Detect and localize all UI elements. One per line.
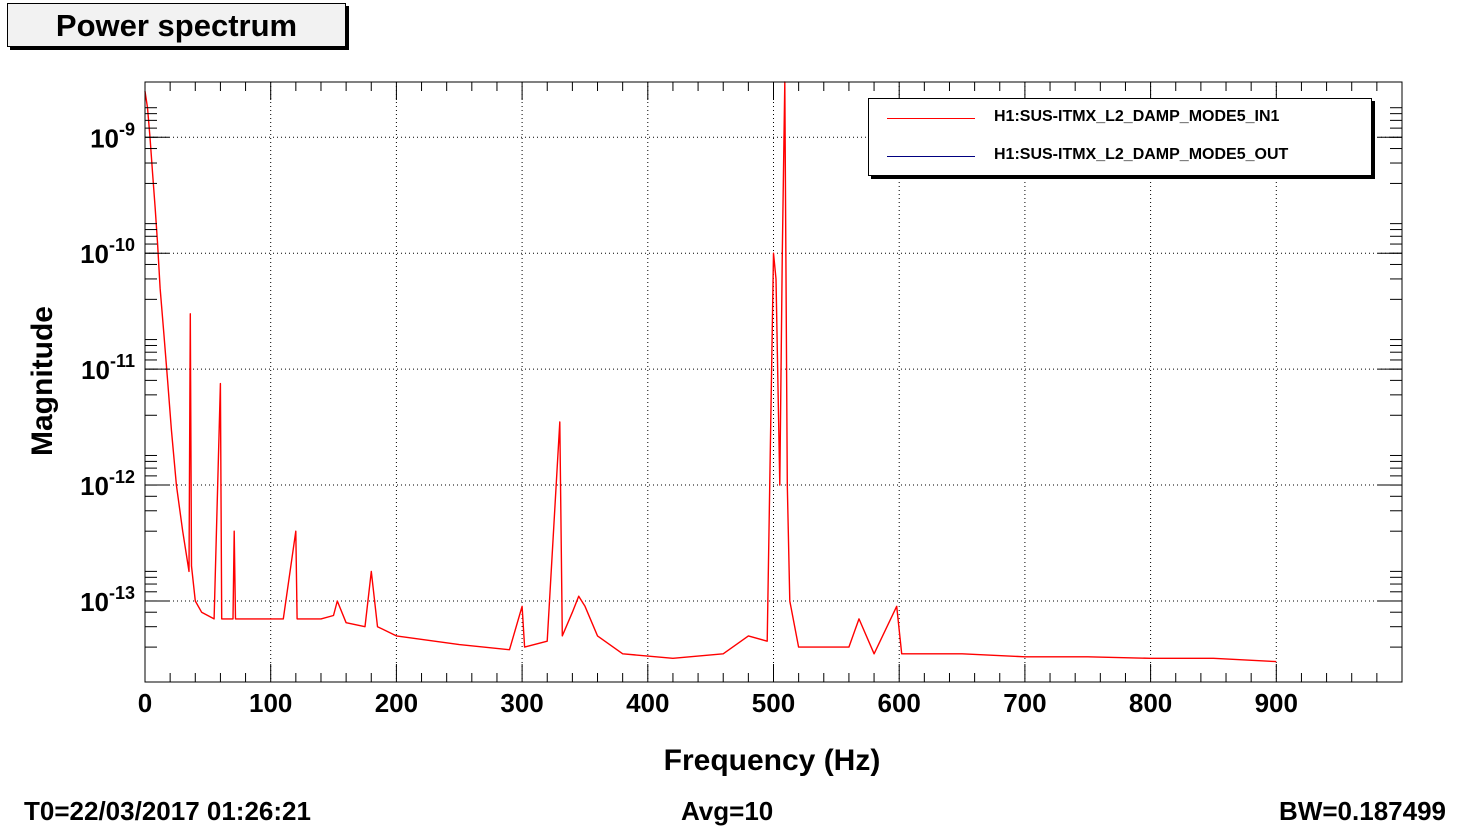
y-tick-label: 10-13: [80, 583, 135, 617]
legend-label: H1:SUS-ITMX_L2_DAMP_MODE5_OUT: [994, 146, 1289, 163]
legend-item: H1:SUS-ITMX_L2_DAMP_MODE5_OUT: [869, 139, 1371, 175]
y-tick-label: 10-11: [81, 351, 135, 385]
legend-swatch: [887, 118, 975, 119]
footer-avg: Avg=10: [681, 796, 774, 826]
y-tick-label: 10-12: [80, 467, 135, 501]
x-tick-label: 300: [500, 688, 543, 718]
series-line: [144, 81, 1277, 663]
x-tick-label: 600: [878, 688, 921, 718]
x-tick-label: 900: [1255, 688, 1298, 718]
x-tick-label: 500: [752, 688, 795, 718]
x-tick-label: 100: [249, 688, 292, 718]
y-tick-label: 10-10: [80, 235, 135, 269]
x-tick-label: 700: [1003, 688, 1046, 718]
legend-item: H1:SUS-ITMX_L2_DAMP_MODE5_IN1: [869, 101, 1371, 137]
axis-layer: 0 100 200 300 400 500 600 700 800 900 10-13 10-12 10…: [80, 81, 1403, 718]
x-tick-label: 400: [626, 688, 669, 718]
x-tick-label: 800: [1129, 688, 1172, 718]
footer-t0: T0=22/03/2017 01:26:21: [24, 796, 311, 826]
legend-swatch: [887, 156, 975, 157]
y-axis-label: Magnitude: [26, 306, 59, 456]
legend-label: H1:SUS-ITMX_L2_DAMP_MODE5_IN1: [994, 108, 1280, 125]
footer-bw: BW=0.187499: [1279, 796, 1446, 826]
x-tick-label: 0: [138, 688, 152, 718]
chart-title: Power spectrum: [55, 8, 298, 43]
title-box: Power spectrum: [7, 3, 346, 47]
x-tick-label: 200: [375, 688, 418, 718]
series-layer: [144, 81, 1277, 663]
y-tick-label: 10-9: [90, 119, 135, 153]
x-axis-label: Frequency (Hz): [664, 744, 881, 777]
legend: H1:SUS-ITMX_L2_DAMP_MODE5_IN1 H1:SUS-ITM…: [868, 98, 1372, 176]
